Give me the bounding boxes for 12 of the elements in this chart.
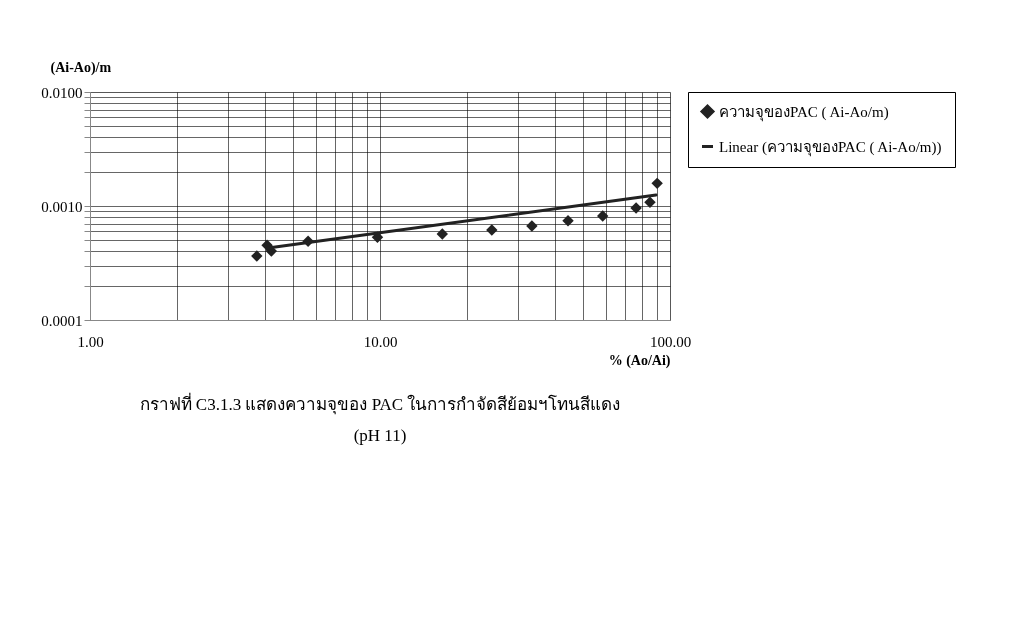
y-tick-label: 0.0001	[41, 312, 83, 329]
x-tick-label: 100.00	[649, 333, 692, 350]
y-axis-title: (Ai-Ao)/m	[50, 59, 112, 76]
x-tick-label: 10.00	[363, 333, 398, 350]
x-axis-title: % (Ao/Ai)	[608, 352, 671, 369]
x-tick-label: 1.00	[77, 333, 104, 350]
text: กราฟที่ C3.1.3 แสดงความจุของ PAC ในการกำจัดสีย้อมฯโทนสีแดง	[139, 392, 621, 415]
legend-label: Linear (ความจุของPAC ( Ai-Ao/m))	[719, 138, 942, 157]
text: (pH 11)	[353, 426, 407, 445]
legend-label: ความจุของPAC ( Ai-Ao/m)	[719, 103, 889, 122]
y-tick-label: 0.0100	[41, 84, 83, 101]
y-tick-label: 0.0010	[41, 198, 83, 215]
